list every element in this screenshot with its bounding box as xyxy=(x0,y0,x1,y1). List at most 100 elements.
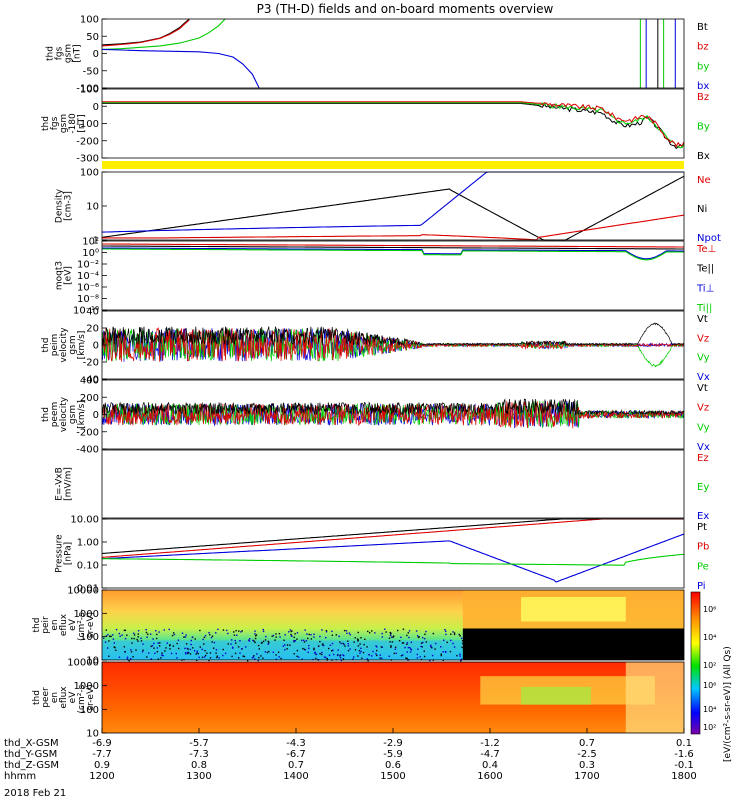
ion-noise-pixel xyxy=(290,635,293,637)
ion-noise-pixel xyxy=(422,641,424,644)
ion-noise-pixel xyxy=(177,647,180,650)
ion-noise-pixel xyxy=(231,646,234,649)
ion-noise-pixel xyxy=(227,643,229,645)
ion-noise-pixel xyxy=(331,634,334,636)
ion-noise-pixel xyxy=(328,654,331,656)
y-tick-label: 50 xyxy=(86,32,99,43)
ion-noise-pixel xyxy=(185,634,187,636)
y-tick-label: 1000 xyxy=(74,681,99,692)
ion-noise-pixel xyxy=(353,641,355,643)
ion-noise-pixel xyxy=(124,651,126,653)
y-axis-label: gsm xyxy=(68,405,78,424)
ion-noise-pixel xyxy=(130,649,132,651)
ion-noise-pixel xyxy=(304,629,306,631)
y-tick-label: 0.01 xyxy=(77,584,99,595)
ion-spectrogram-region xyxy=(521,597,626,622)
ion-noise-pixel xyxy=(268,650,270,653)
ion-noise-pixel xyxy=(201,648,203,651)
series-line xyxy=(102,553,684,566)
ion-noise-pixel xyxy=(234,652,237,655)
ion-noise-pixel xyxy=(115,628,118,631)
ion-noise-pixel xyxy=(393,652,395,655)
ion-noise-pixel xyxy=(423,650,425,652)
ion-noise-pixel xyxy=(181,632,184,634)
legend-entry-Vy: Vy xyxy=(697,353,710,364)
ion-noise-pixel xyxy=(391,641,394,643)
ion-noise-pixel xyxy=(177,639,180,641)
y-axis-label: [nPa] xyxy=(64,542,74,565)
ion-noise-pixel xyxy=(266,651,269,654)
yellow-flag-bar xyxy=(102,161,684,169)
ion-noise-pixel xyxy=(103,637,105,639)
ion-noise-pixel xyxy=(148,652,150,654)
ion-noise-pixel xyxy=(243,655,246,658)
ion-noise-pixel xyxy=(215,649,218,651)
ion-noise-pixel xyxy=(404,646,406,649)
ion-noise-pixel xyxy=(105,635,108,637)
ion-noise-pixel xyxy=(165,647,167,649)
ion-noise-pixel xyxy=(392,636,395,638)
ion-noise-pixel xyxy=(151,645,154,647)
ion-noise-pixel xyxy=(450,633,452,635)
ion-noise-pixel xyxy=(275,633,277,635)
ion-noise-pixel xyxy=(146,636,148,638)
ion-noise-pixel xyxy=(362,651,365,654)
ion-noise-pixel xyxy=(375,645,377,647)
series-line-by xyxy=(102,18,226,50)
ion-noise-pixel xyxy=(305,640,308,642)
ion-noise-pixel xyxy=(459,653,461,655)
ion-noise-pixel xyxy=(348,632,351,634)
panel-background xyxy=(102,19,684,88)
y-axis-label: peer xyxy=(41,687,51,708)
ion-noise-pixel xyxy=(323,656,326,658)
ion-noise-pixel xyxy=(381,657,383,660)
ion-noise-pixel xyxy=(294,640,297,642)
x-tick-label: -2.5 xyxy=(577,749,597,760)
ion-noise-pixel xyxy=(293,636,295,639)
ion-noise-pixel xyxy=(201,656,204,659)
ion-noise-pixel xyxy=(126,656,129,659)
ion-noise-pixel xyxy=(195,653,197,655)
y-axis-label: velocity xyxy=(59,396,69,432)
ion-noise-pixel xyxy=(265,635,267,638)
ion-noise-pixel xyxy=(357,631,359,634)
ion-noise-pixel xyxy=(147,633,149,635)
ion-noise-pixel xyxy=(357,639,359,641)
ion-noise-pixel xyxy=(154,652,156,655)
colorbar xyxy=(690,591,701,735)
ion-noise-pixel xyxy=(349,634,351,636)
y-axis-label: thd xyxy=(41,407,51,422)
ion-noise-pixel xyxy=(371,655,373,657)
ion-noise-pixel xyxy=(272,651,275,653)
panel-background xyxy=(102,519,684,588)
ion-noise-pixel xyxy=(164,650,166,652)
ion-noise-pixel xyxy=(203,656,206,658)
ion-noise-pixel xyxy=(212,647,215,649)
x-tick-label: 0.9 xyxy=(94,760,110,771)
ion-noise-pixel xyxy=(235,629,237,632)
ion-noise-pixel xyxy=(357,645,360,647)
ion-noise-pixel xyxy=(308,633,310,636)
ion-noise-pixel xyxy=(332,653,335,656)
y-axis-label: gsm xyxy=(68,335,78,354)
ion-noise-pixel xyxy=(260,642,263,644)
ion-noise-pixel xyxy=(310,634,312,636)
ion-noise-pixel xyxy=(284,644,286,646)
ion-noise-pixel xyxy=(107,634,109,636)
x-tick-label: -1.6 xyxy=(674,749,694,760)
ion-noise-pixel xyxy=(347,645,350,647)
ion-noise-pixel xyxy=(401,642,404,644)
y-axis-label: moqt3 xyxy=(55,261,65,290)
y-tick-label: -100 xyxy=(76,84,99,95)
ion-noise-pixel xyxy=(368,653,370,656)
y-axis-label: en xyxy=(50,619,60,630)
ion-noise-pixel xyxy=(118,632,121,635)
ion-noise-pixel xyxy=(166,642,169,644)
panel-frame xyxy=(101,589,685,661)
ion-noise-pixel xyxy=(421,646,423,648)
ion-noise-pixel xyxy=(444,628,446,631)
ion-noise-pixel xyxy=(210,636,213,639)
ion-noise-pixel xyxy=(445,651,447,653)
ion-noise-pixel xyxy=(254,658,256,660)
legend-entry-Pt: Pt xyxy=(697,522,707,533)
